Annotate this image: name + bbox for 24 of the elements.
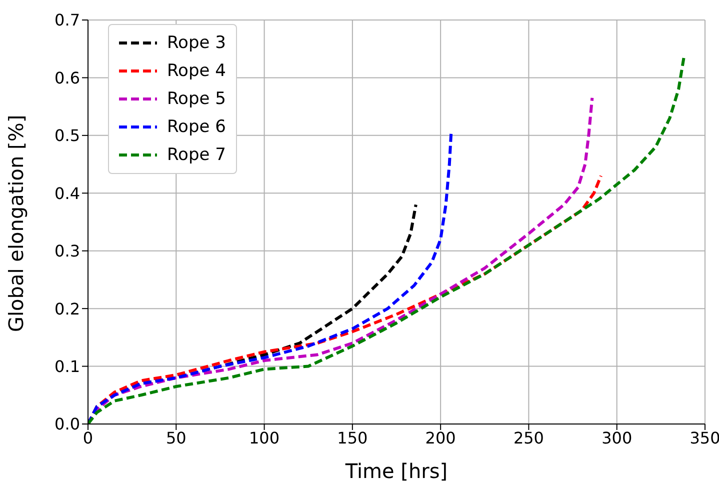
x-tick-label: 50	[166, 428, 186, 448]
x-tick-label: 100	[249, 428, 280, 448]
x-axis-title: Time [hrs]	[344, 459, 448, 483]
y-tick-label: 0.2	[54, 299, 80, 318]
legend-label: Rope 4	[167, 61, 226, 81]
y-tick-label: 0.7	[54, 10, 80, 30]
legend-label: Rope 6	[167, 117, 226, 137]
y-tick-label: 0.6	[54, 68, 80, 88]
y-tick-label: 0.4	[54, 184, 80, 203]
x-tick-label: 0	[82, 428, 94, 448]
y-axis-title: Global elongation [%]	[4, 114, 28, 332]
y-tick-label: 0.3	[54, 242, 80, 261]
y-tick-label: 0.0	[54, 414, 80, 434]
x-tick-label: 250	[513, 428, 544, 448]
legend-label: Rope 7	[167, 145, 226, 165]
x-tick-label: 300	[602, 428, 632, 448]
legend-label: Rope 3	[167, 33, 226, 53]
x-tick-label: 200	[425, 428, 456, 448]
x-tick-label: 350	[690, 428, 719, 448]
legend-label: Rope 5	[167, 89, 226, 109]
line-series	[88, 56, 686, 424]
y-tick-label: 0.1	[54, 356, 80, 376]
y-tick-label: 0.5	[54, 126, 80, 146]
x-tick-label: 150	[337, 428, 368, 448]
